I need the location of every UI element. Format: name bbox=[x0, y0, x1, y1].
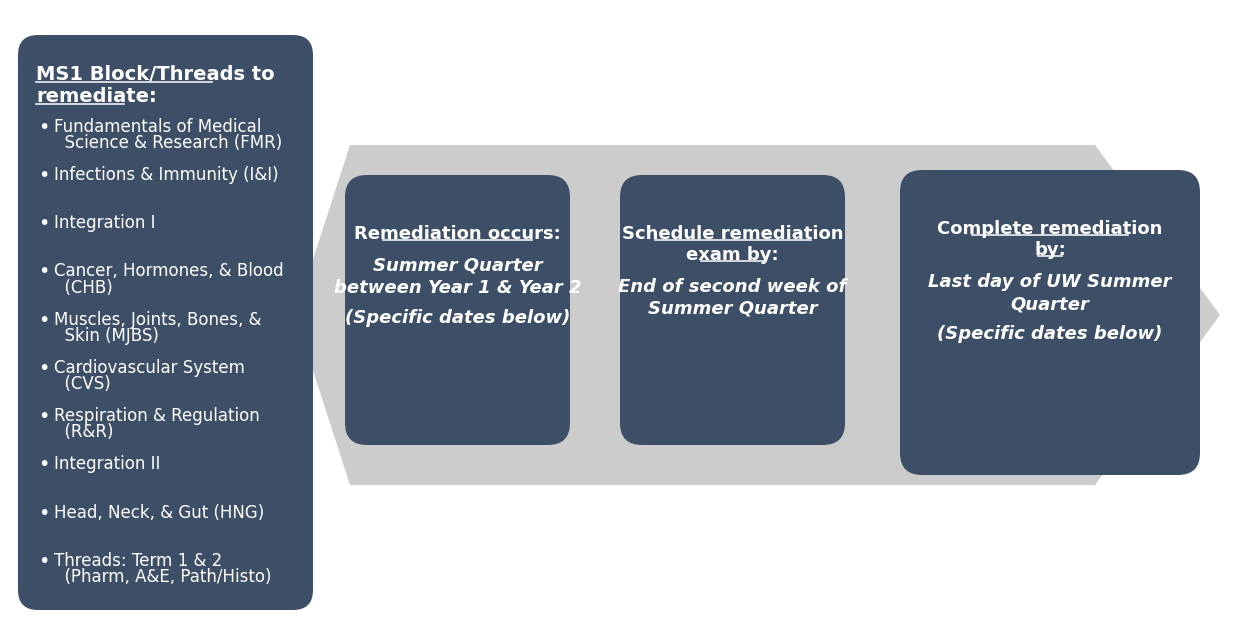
Text: •: • bbox=[39, 407, 50, 426]
Text: Infections & Immunity (I&I): Infections & Immunity (I&I) bbox=[53, 166, 279, 184]
Text: Last day of UW Summer: Last day of UW Summer bbox=[928, 273, 1172, 291]
Text: Summer Quarter: Summer Quarter bbox=[648, 300, 817, 318]
Text: exam by:: exam by: bbox=[687, 246, 779, 264]
Text: by:: by: bbox=[1034, 241, 1066, 259]
Text: Cancer, Hormones, & Blood: Cancer, Hormones, & Blood bbox=[53, 262, 284, 280]
Text: (Specific dates below): (Specific dates below) bbox=[937, 325, 1163, 343]
Text: Summer Quarter: Summer Quarter bbox=[373, 257, 542, 275]
Text: End of second week of: End of second week of bbox=[618, 278, 847, 296]
Text: (CHB): (CHB) bbox=[53, 278, 113, 297]
Text: remediate:: remediate: bbox=[36, 88, 157, 106]
FancyBboxPatch shape bbox=[620, 175, 845, 445]
Text: Cardiovascular System: Cardiovascular System bbox=[53, 359, 245, 377]
FancyBboxPatch shape bbox=[899, 170, 1200, 475]
Text: •: • bbox=[39, 262, 50, 282]
Text: Muscles, Joints, Bones, &: Muscles, Joints, Bones, & bbox=[53, 310, 261, 329]
Text: •: • bbox=[39, 359, 50, 378]
Text: •: • bbox=[39, 455, 50, 474]
Polygon shape bbox=[295, 145, 1220, 485]
Text: Skin (MJBS): Skin (MJBS) bbox=[53, 327, 159, 345]
Text: Head, Neck, & Gut (HNG): Head, Neck, & Gut (HNG) bbox=[53, 504, 264, 522]
Text: Integration II: Integration II bbox=[53, 455, 160, 474]
Text: Integration I: Integration I bbox=[53, 214, 156, 232]
Text: •: • bbox=[39, 166, 50, 185]
Text: (Specific dates below): (Specific dates below) bbox=[345, 308, 570, 326]
Text: •: • bbox=[39, 504, 50, 523]
Text: •: • bbox=[39, 552, 50, 571]
Text: MS1 Block/Threads to: MS1 Block/Threads to bbox=[36, 65, 275, 84]
Text: •: • bbox=[39, 214, 50, 233]
Text: (Pharm, A&E, Path/Histo): (Pharm, A&E, Path/Histo) bbox=[53, 568, 271, 586]
Text: Quarter: Quarter bbox=[1010, 295, 1090, 313]
FancyBboxPatch shape bbox=[345, 175, 570, 445]
Text: Remediation occurs:: Remediation occurs: bbox=[355, 225, 561, 243]
Text: Schedule remediation: Schedule remediation bbox=[622, 225, 843, 243]
Text: Fundamentals of Medical: Fundamentals of Medical bbox=[53, 118, 261, 136]
Text: Complete remediation: Complete remediation bbox=[937, 220, 1163, 238]
Text: between Year 1 & Year 2: between Year 1 & Year 2 bbox=[333, 278, 581, 296]
Text: (R&R): (R&R) bbox=[53, 423, 113, 442]
Text: Science & Research (FMR): Science & Research (FMR) bbox=[53, 134, 282, 152]
Text: •: • bbox=[39, 118, 50, 137]
Text: Threads: Term 1 & 2: Threads: Term 1 & 2 bbox=[53, 552, 223, 570]
Text: Respiration & Regulation: Respiration & Regulation bbox=[53, 407, 260, 425]
Text: (CVS): (CVS) bbox=[53, 375, 111, 393]
FancyBboxPatch shape bbox=[17, 35, 313, 610]
Text: •: • bbox=[39, 310, 50, 330]
